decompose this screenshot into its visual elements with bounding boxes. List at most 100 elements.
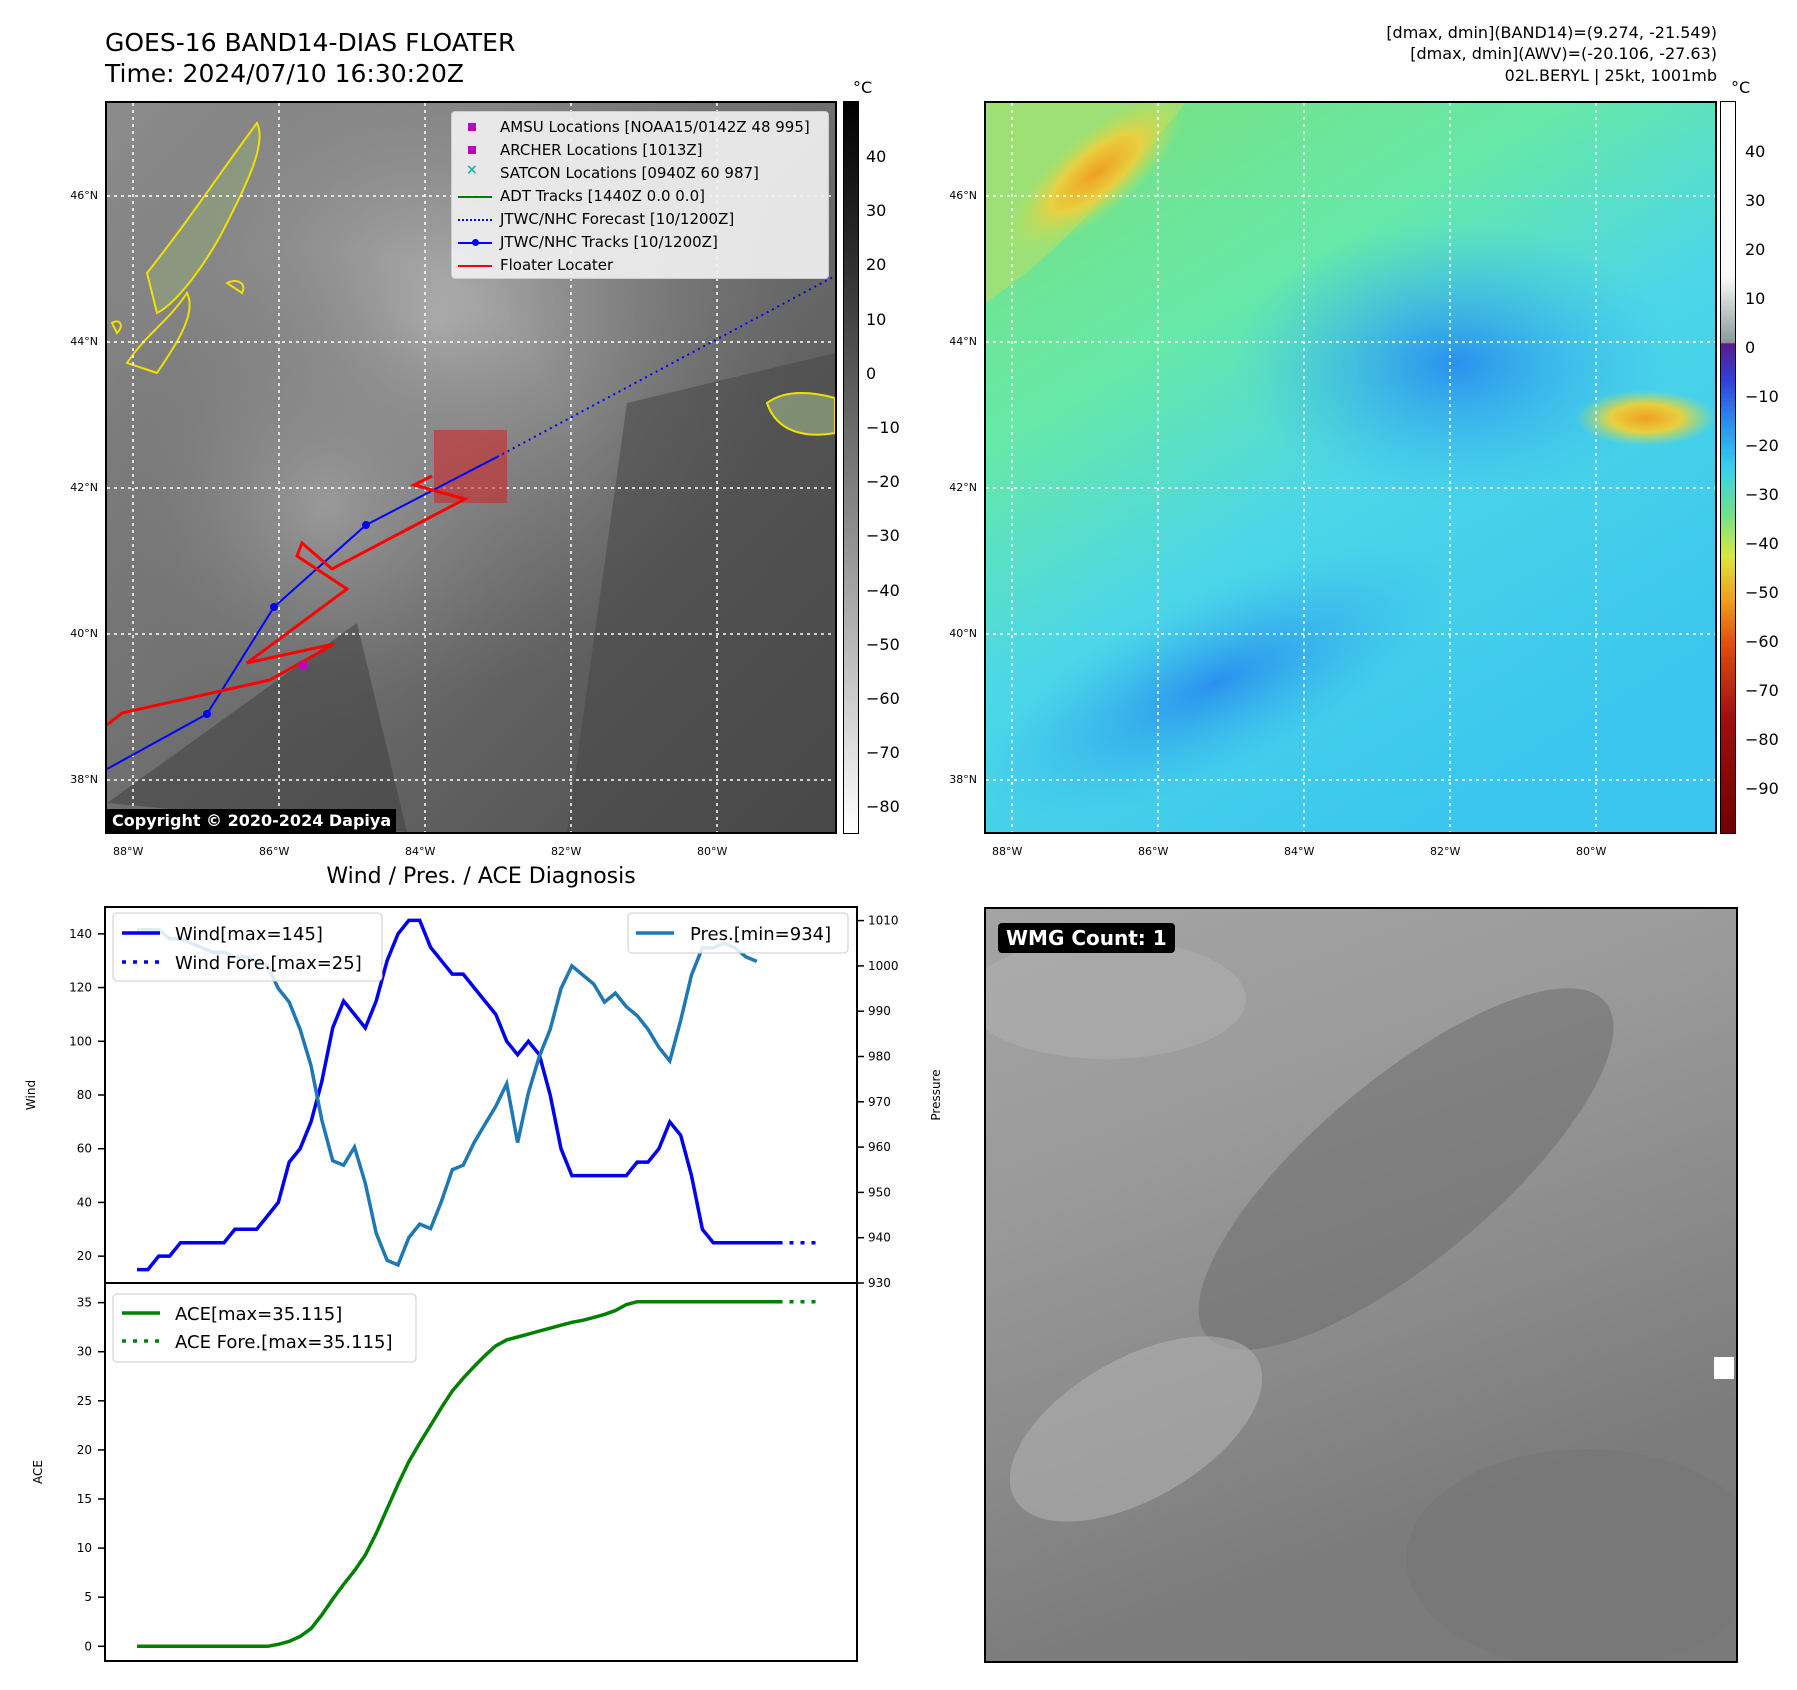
lat-label: 44°N: [70, 335, 98, 348]
lon-label: 80°W: [697, 845, 728, 858]
axis-tick-label: 30: [77, 1345, 92, 1359]
legend-label: SATCON Locations [0940Z 60 987]: [500, 164, 759, 182]
legend-entry: JTWC/NHC Forecast [10/1200Z]: [452, 210, 822, 230]
colorbar-tick: 40: [1745, 142, 1766, 161]
lat-label: 42°N: [949, 481, 977, 494]
info-awv: [dmax, dmin](AWV)=(-20.106, -27.63): [1410, 44, 1717, 63]
axis-tick-label: 5: [84, 1590, 92, 1604]
lon-label: 84°W: [405, 845, 436, 858]
info-band14: [dmax, dmin](BAND14)=(9.274, -21.549): [1386, 23, 1717, 42]
legend-pres: Pres.[min=934]: [690, 924, 831, 945]
legend-entry: AMSU Locations [NOAA15/0142Z 48 995]: [452, 118, 822, 138]
axis-tick-label: 1000: [868, 959, 899, 973]
legend-entry: ADT Tracks [1440Z 0.0 0.0]: [452, 187, 822, 207]
chart-time: Time: 2024/07/10 16:30:20Z: [105, 59, 464, 88]
axis-tick-label: 940: [868, 1231, 891, 1245]
ir-legend: AMSU Locations [NOAA15/0142Z 48 995] ARCH…: [451, 111, 829, 279]
axis-tick-label: 20: [77, 1249, 92, 1263]
colorbar-tick: −70: [866, 743, 900, 763]
lon-label: 86°W: [259, 845, 290, 858]
legend-entry: JTWC/NHC Tracks [10/1200Z]: [452, 233, 822, 253]
legend-label: AMSU Locations [NOAA15/0142Z 48 995]: [500, 118, 810, 136]
lat-label: 38°N: [949, 773, 977, 786]
wind-series-line: [137, 918, 779, 1272]
colorbar-tick: 10: [1745, 289, 1766, 308]
axis-tick-label: 60: [77, 1142, 92, 1156]
lat-label: 38°N: [70, 773, 98, 786]
lon-label: 80°W: [1576, 845, 1607, 858]
pressure-legend: Pres.[min=934]: [627, 912, 849, 954]
awv-map: [984, 101, 1717, 834]
colorbar-tick: 0: [1745, 338, 1756, 357]
colorbar-tick: −50: [1745, 583, 1779, 602]
chart-title: GOES-16 BAND14-DIAS FLOATER: [105, 28, 516, 57]
axis-tick-label: 980: [868, 1049, 891, 1063]
jtwc-forecast-line: [496, 275, 835, 458]
legend-label: Floater Locater: [500, 256, 614, 274]
colorbar-tick: −10: [866, 418, 900, 437]
colorbar-tick: −30: [866, 526, 900, 546]
colorbar-tick: 20: [866, 255, 887, 275]
legend-entry: × SATCON Locations [0940Z 60 987]: [466, 162, 759, 182]
colorbar-tick: −10: [1745, 387, 1779, 406]
awv-colorbar: [1720, 101, 1736, 834]
lat-label: 42°N: [70, 481, 98, 494]
lon-label: 84°W: [1284, 845, 1315, 858]
colorbar-tick: 10: [866, 309, 887, 329]
legend-wind: Wind[max=145]: [175, 924, 323, 945]
axis-tick-label: 10: [77, 1541, 92, 1555]
colorbar-tick: −70: [1745, 681, 1779, 700]
colorbar-tick: 40: [866, 147, 887, 166]
axis-tick-label: 25: [77, 1394, 92, 1408]
lat-label: 44°N: [949, 335, 977, 348]
colorbar-tick: 30: [866, 201, 887, 221]
ir-colorbar: [843, 101, 859, 834]
colorbar-tick: −50: [866, 634, 900, 654]
floater-box: [434, 430, 507, 503]
ace-ylabel: ACE: [31, 1460, 45, 1484]
colorbar-tick: −80: [1745, 730, 1779, 749]
axis-tick-label: 930: [868, 1276, 891, 1290]
colorbar-tick: −20: [866, 472, 900, 492]
axis-tick-label: 950: [868, 1185, 891, 1199]
axis-tick-label: 35: [77, 1296, 92, 1310]
axis-tick-label: 120: [69, 981, 92, 995]
ace-legend: ACE[max=35.115] ACE Fore.[max=35.115]: [112, 1293, 417, 1363]
axis-tick-label: 960: [868, 1140, 891, 1154]
axis-tick-label: 970: [868, 1095, 891, 1109]
colorbar-tick: −60: [1745, 632, 1779, 651]
axis-tick-label: 20: [77, 1443, 92, 1457]
ir-colorbar-unit: °C: [853, 78, 873, 97]
axis-tick-label: 1010: [868, 914, 899, 928]
axis-tick-label: 100: [69, 1034, 92, 1048]
ace-series-line: [137, 1299, 779, 1649]
ace-axes: [104, 1282, 858, 1662]
colorbar-tick: −40: [1745, 534, 1779, 553]
colorbar-tick: −30: [1745, 485, 1779, 504]
pressure-ylabel: Pressure: [929, 1069, 943, 1120]
axis-tick-label: 990: [868, 1004, 891, 1018]
axis-tick-label: 80: [77, 1088, 92, 1102]
lon-label: 88°W: [992, 845, 1023, 858]
colorbar-tick: 0: [866, 363, 877, 383]
wind-legend: Wind[max=145] Wind Fore.[max=25]: [112, 912, 383, 982]
lon-label: 82°W: [1430, 845, 1461, 858]
wmg-image: [986, 939, 1736, 1661]
legend-wind-fore: Wind Fore.[max=25]: [175, 953, 362, 974]
floater-track-line: [107, 474, 470, 727]
legend-ace: ACE[max=35.115]: [175, 1304, 342, 1325]
colorbar-tick: −60: [866, 689, 900, 708]
legend-label: ADT Tracks [1440Z 0.0 0.0]: [500, 187, 705, 205]
jtwc-track-point: [203, 710, 211, 718]
wmg-count-label: WMG Count: 1: [998, 923, 1175, 953]
colorbar-tick: −40: [866, 580, 900, 600]
legend-label: JTWC/NHC Forecast [10/1200Z]: [500, 210, 735, 228]
lat-label: 46°N: [70, 189, 98, 202]
info-storm: 02L.BERYL | 25kt, 1001mb: [1504, 66, 1717, 85]
colorbar-tick: 30: [1745, 191, 1766, 210]
wmg-panel: WMG Count: 1: [984, 907, 1738, 1663]
legend-entry: Floater Locater: [452, 256, 822, 276]
copyright-label: Copyright © 2020-2024 Dapiya: [107, 809, 397, 832]
axis-tick-label: 15: [77, 1492, 92, 1506]
colorbar-tick: −20: [1745, 436, 1779, 455]
